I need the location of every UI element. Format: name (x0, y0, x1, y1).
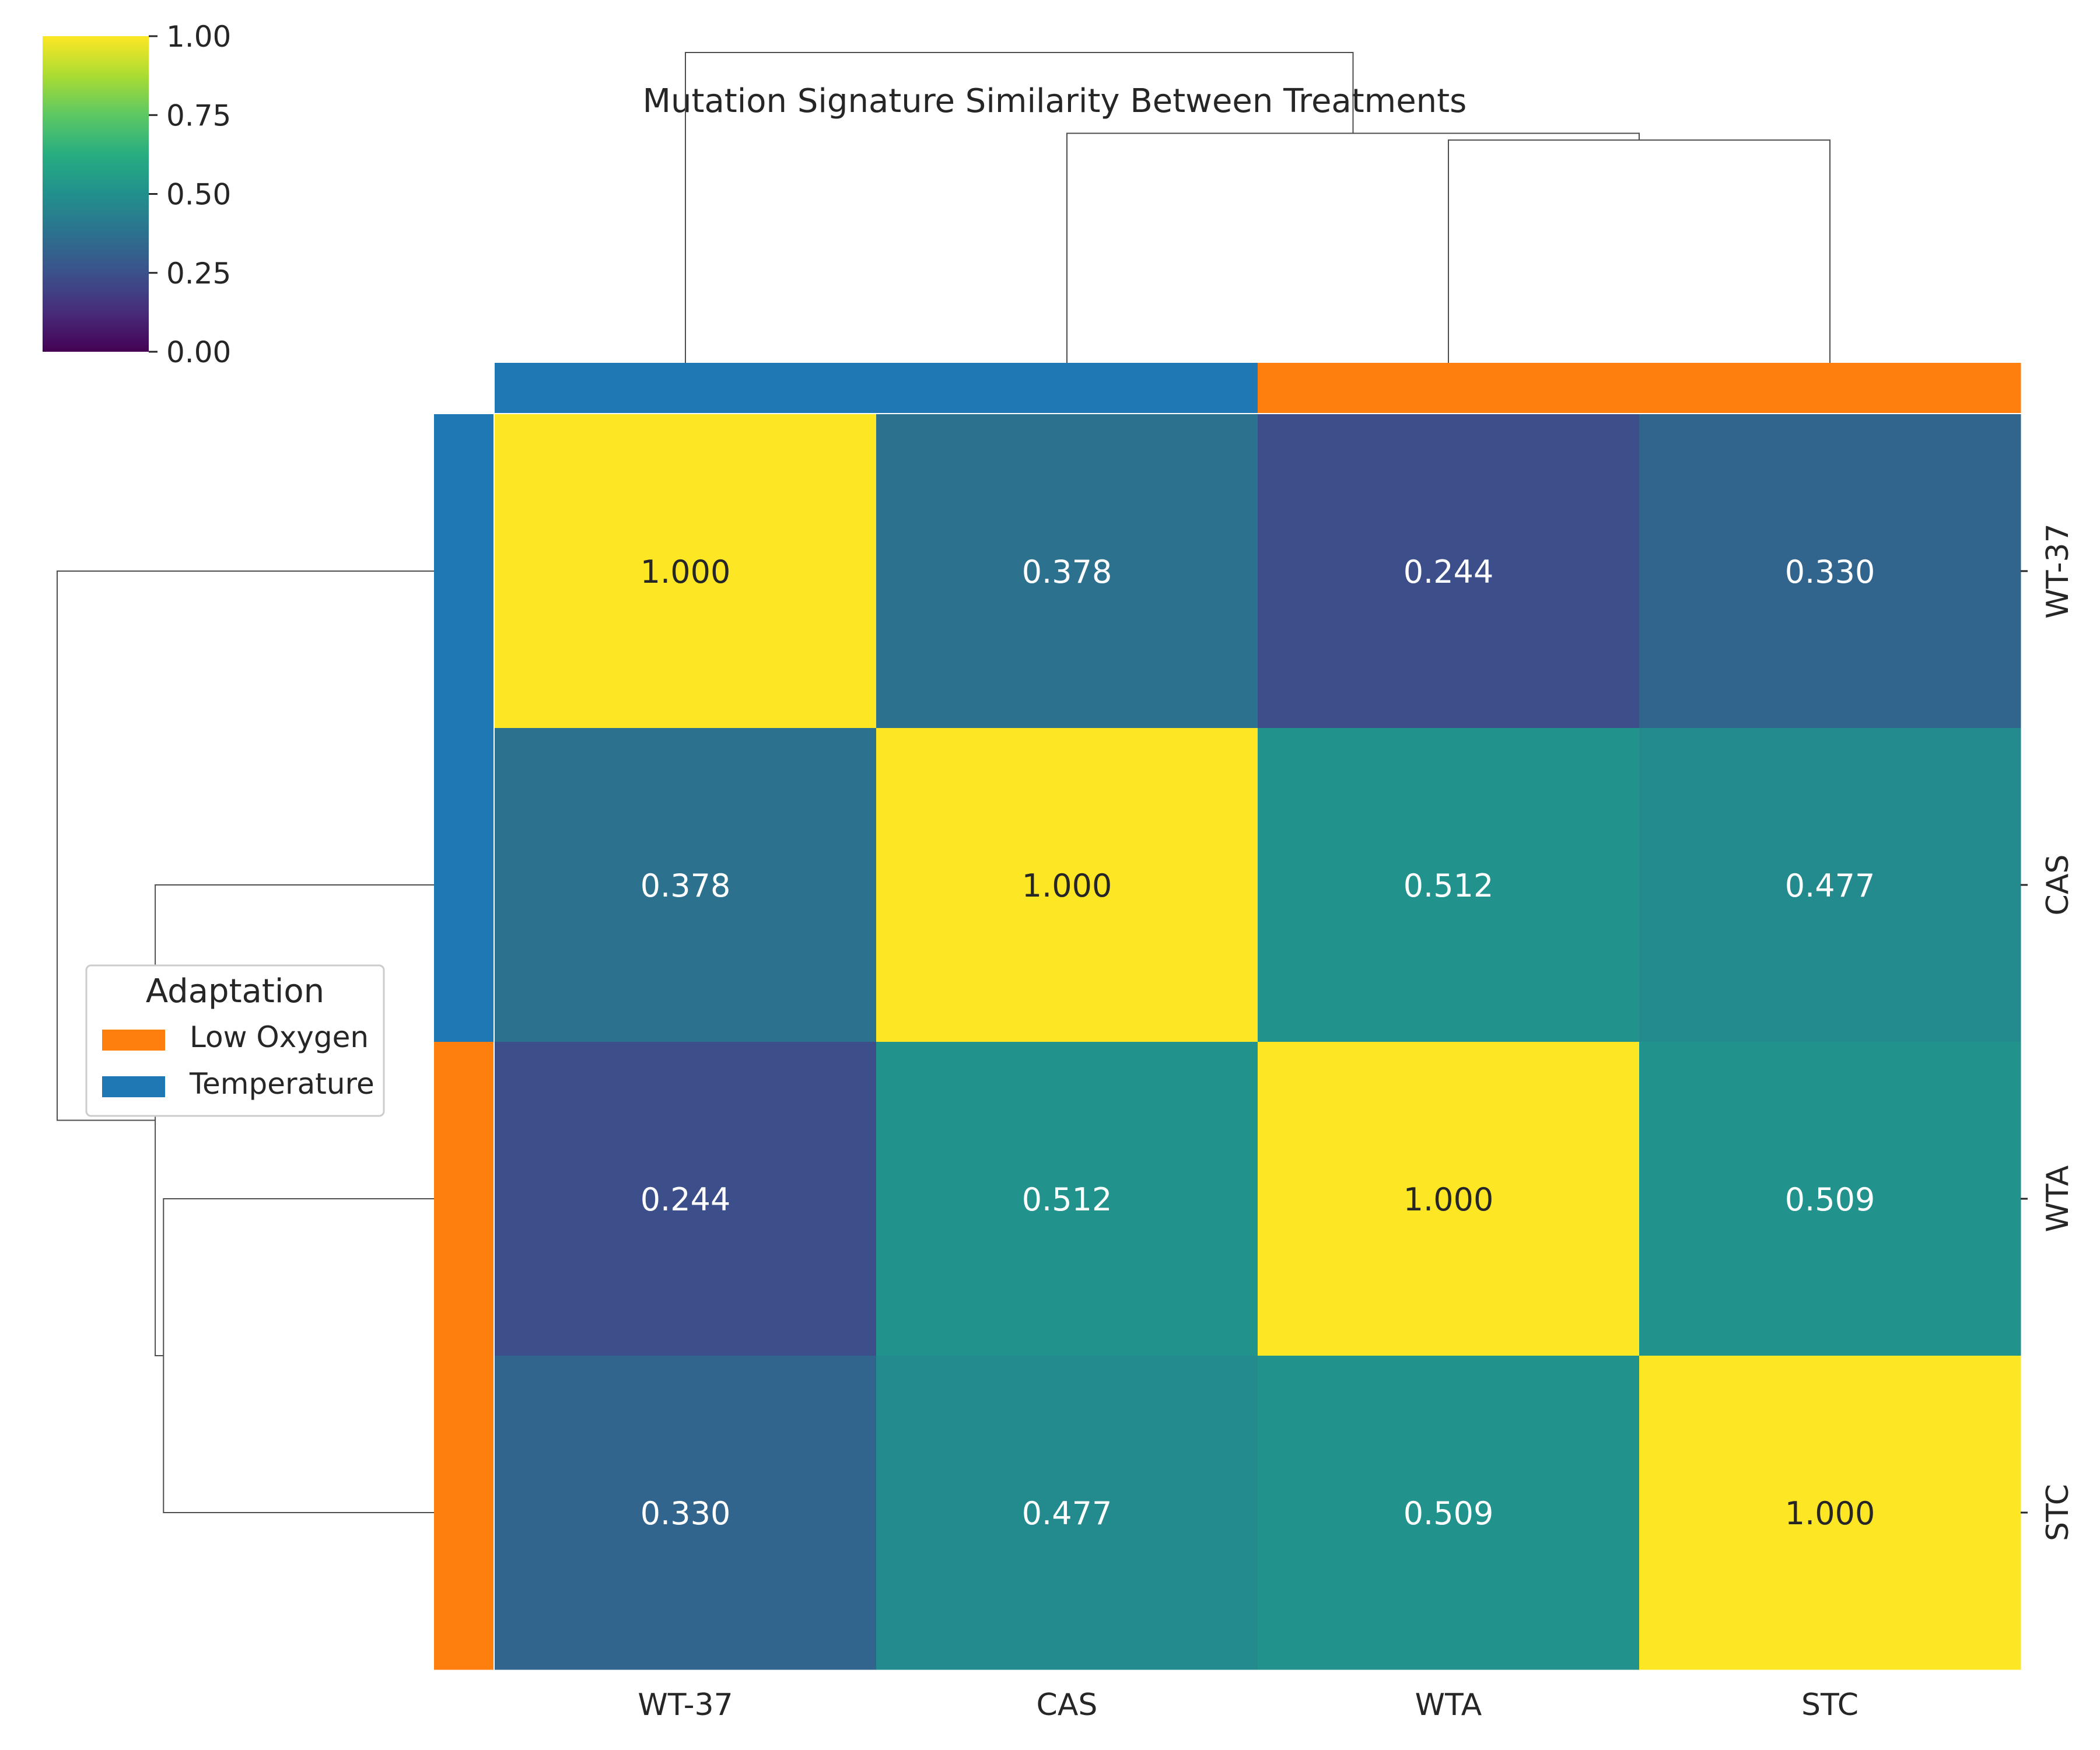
row-color-cell (434, 414, 494, 729)
legend-swatch (102, 1076, 165, 1097)
heatmap-cell (495, 414, 877, 729)
heatmap-cell (876, 1042, 1258, 1356)
cell-annotation: 1.000 (1022, 867, 1112, 904)
heatmap-cell (1258, 414, 1640, 729)
cell-annotation: 0.509 (1404, 1495, 1494, 1532)
dendrogram-link (685, 52, 1354, 363)
cell-annotation: 1.000 (1404, 1181, 1494, 1218)
colorbar-tick-label: 0.50 (166, 178, 231, 212)
heatmap-cell (876, 414, 1258, 729)
legend-title: Adaptation (146, 972, 324, 1010)
heatmap-cell (1258, 1356, 1640, 1670)
heatmap-cell (495, 1042, 877, 1356)
legend-label: Temperature (189, 1067, 374, 1101)
row-color-cell (434, 728, 494, 1042)
col-color-cell (495, 363, 877, 413)
row-color-cell (434, 1356, 494, 1670)
row-dendrogram (57, 570, 434, 1513)
col-color-cell (1258, 363, 1640, 413)
legend-entries: Low Oxygen Temperature (102, 1020, 374, 1101)
column-dendrogram (685, 52, 1831, 363)
cell-annotation: 1.000 (1785, 1495, 1875, 1532)
cell-annotation: 0.477 (1785, 867, 1875, 904)
heatmap-cell (1258, 728, 1640, 1042)
y-tick-label: WTA (2041, 1165, 2076, 1232)
cell-annotation: 0.378 (1022, 554, 1112, 590)
colorbar-ticks: 0.00 0.25 0.50 0.75 1.00 (149, 20, 231, 369)
heatmap-cell (1258, 1042, 1640, 1356)
dendrogram-link (57, 570, 434, 1121)
x-tick-label: STC (1801, 1688, 1859, 1723)
heatmap-cell (1639, 728, 2021, 1042)
y-tick-label: WT-37 (2041, 523, 2076, 618)
cell-annotation: 0.244 (1404, 554, 1494, 590)
dendrogram-link (163, 1198, 434, 1513)
heatmap-cell (1639, 414, 2021, 729)
row-color-cell (434, 1042, 494, 1356)
cell-annotation: 0.244 (640, 1181, 731, 1218)
dendrogram-link (1448, 139, 1831, 363)
cell-annotation: 0.378 (640, 867, 731, 904)
cell-annotation: 0.509 (1785, 1181, 1875, 1218)
heatmap-cell (495, 1356, 877, 1670)
heatmap-cell (495, 728, 877, 1042)
column-color-bar (495, 363, 2021, 413)
legend: Adaptation Low Oxygen Temperature (85, 964, 385, 1117)
heatmap-grid: 1.000 0.378 0.244 0.330 0.378 1.000 0.512 0.477… (495, 414, 2021, 1670)
x-tick-label: WTA (1415, 1688, 1482, 1723)
colorbar-tick-label: 1.00 (166, 20, 231, 54)
cell-annotation: 1.000 (640, 554, 731, 590)
y-tick-label: CAS (2041, 855, 2076, 916)
x-tick-label: WT-37 (638, 1688, 733, 1723)
y-axis-ticks: WT-37 CAS WTA STC (2021, 523, 2076, 1541)
cell-annotation: 0.330 (1785, 554, 1875, 590)
heatmap-cell (1639, 1356, 2021, 1670)
cell-annotation: 0.512 (1022, 1181, 1112, 1218)
colorbar-tick-label: 0.25 (166, 257, 231, 290)
heatmap-cell (876, 1356, 1258, 1670)
x-tick-label: CAS (1037, 1688, 1098, 1723)
col-color-cell (1639, 363, 2021, 413)
cell-annotation: 0.512 (1404, 867, 1494, 904)
chart-title: Mutation Signature Similarity Between Tr… (643, 82, 1467, 120)
dendrogram-link (1066, 132, 1640, 363)
legend-label: Low Oxygen (190, 1020, 369, 1054)
cell-annotation: 0.477 (1022, 1495, 1112, 1532)
row-color-bar (434, 414, 494, 1670)
y-tick-label: STC (2041, 1484, 2076, 1541)
cell-annotation: 0.330 (640, 1495, 731, 1532)
colorbar-tick-label: 0.00 (166, 335, 231, 369)
colorbar-tick-label: 0.75 (166, 99, 231, 132)
x-axis-ticks: WT-37 CAS WTA STC (638, 1688, 1859, 1723)
col-color-cell (876, 363, 1258, 413)
colorbar: 0.00 0.25 0.50 0.75 1.00 (43, 20, 231, 369)
colorbar-gradient (43, 36, 149, 352)
heatmap-cell (876, 728, 1258, 1042)
heatmap-cell (1639, 1042, 2021, 1356)
legend-swatch (102, 1030, 165, 1051)
dendrogram-link (155, 884, 434, 1356)
